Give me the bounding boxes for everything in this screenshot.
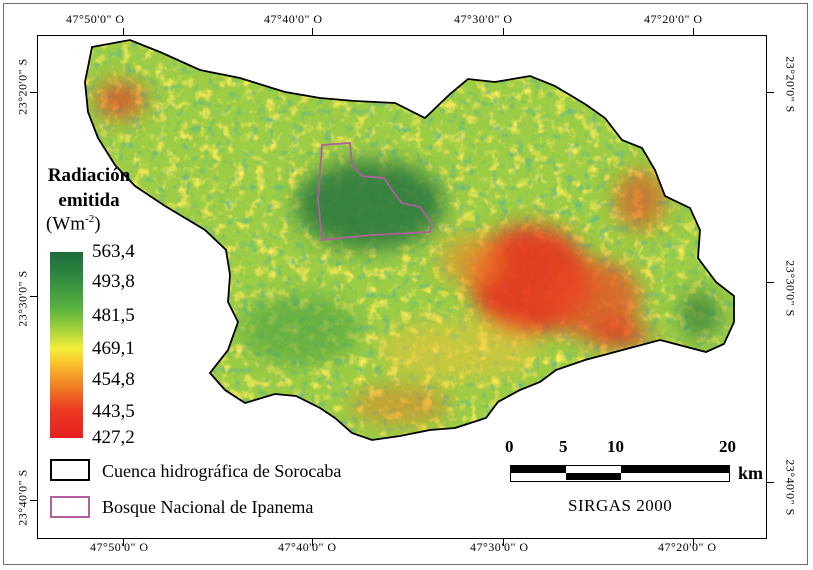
tick-mark <box>767 482 774 483</box>
top-coord-3: 47°30'0" O <box>454 12 513 26</box>
forest-boundary <box>317 142 433 241</box>
bottom-coord-1: 47°50'0" O <box>90 540 149 554</box>
legend-title-line2: emitida <box>58 190 120 211</box>
ramp-label-4: 469,1 <box>92 338 135 359</box>
unit-base: (Wm <box>46 213 86 235</box>
scale-label-5: 5 <box>559 437 568 456</box>
tick-mark <box>693 28 694 35</box>
tick-mark <box>30 92 37 93</box>
bottom-coord-3: 47°30'0" O <box>470 540 529 554</box>
basin-legend-swatch <box>50 459 90 481</box>
top-coord-2: 47°40'0" O <box>264 12 323 26</box>
scale-seg-bottom-0 <box>511 473 566 480</box>
legend-unit: (Wm-2) <box>46 213 101 235</box>
forest-legend-swatch <box>50 496 90 518</box>
color-ramp <box>50 252 83 438</box>
legend-title: Radiación emitida <box>33 163 145 213</box>
top-coord-1: 47°50'0" O <box>66 12 125 26</box>
tick-mark <box>30 296 37 297</box>
scale-seg-top-2 <box>566 466 621 473</box>
scale-bar <box>510 465 730 482</box>
figure-border <box>3 3 808 565</box>
tick-mark <box>767 282 774 283</box>
tick-mark <box>693 539 694 546</box>
basin-boundary <box>84 39 735 441</box>
tick-mark <box>503 28 504 35</box>
ramp-label-5: 454,8 <box>92 369 135 390</box>
ramp-label-2: 493,8 <box>92 271 135 292</box>
scale-label-10: 10 <box>607 437 624 456</box>
unit-exponent: -2 <box>85 213 95 225</box>
scale-seg-top-3 <box>621 466 729 473</box>
tick-mark <box>503 539 504 546</box>
scale-seg-top-1 <box>511 466 566 473</box>
scale-label-0: 0 <box>505 437 514 456</box>
tick-mark <box>312 539 313 546</box>
tick-mark <box>123 28 124 35</box>
tick-mark <box>30 500 37 501</box>
basin-legend-label: Cuenca hidrográfica de Sorocaba <box>102 461 342 481</box>
tick-mark <box>123 539 124 546</box>
top-coord-4: 47°20'0" O <box>644 12 703 26</box>
scale-label-20: 20 <box>719 437 736 456</box>
forest-legend-label: Bosque Nacional de Ipanema <box>102 497 314 517</box>
ramp-label-6: 443,5 <box>92 401 135 422</box>
tick-mark <box>312 28 313 35</box>
unit-close: ) <box>94 213 101 235</box>
bottom-coord-2: 47°40'0" O <box>278 540 337 554</box>
bottom-coord-4: 47°20'0" O <box>658 540 717 554</box>
ramp-label-7: 427,2 <box>92 427 135 448</box>
crs-label: SIRGAS 2000 <box>568 496 673 515</box>
tick-mark <box>767 92 774 93</box>
legend-title-line1: Radiación <box>47 165 131 186</box>
scale-seg-bottom-1 <box>566 473 621 480</box>
ramp-label-3: 481,5 <box>92 305 135 326</box>
ramp-label-1: 563,4 <box>92 241 135 262</box>
scale-unit: km <box>738 463 764 483</box>
